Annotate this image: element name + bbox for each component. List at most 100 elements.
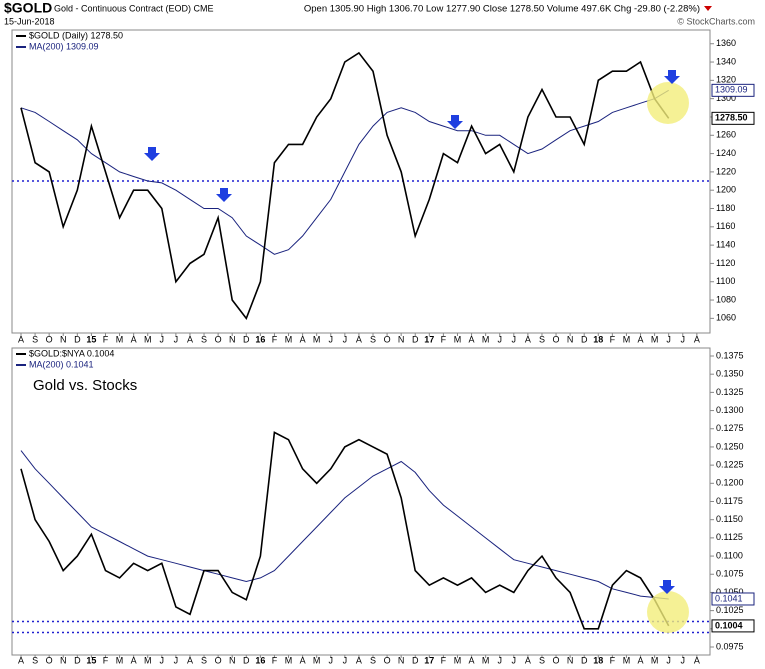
- y-tick-label: 1160: [716, 221, 735, 231]
- x-tick-label: A: [187, 655, 193, 665]
- x-tick-label: A: [300, 655, 306, 665]
- x-tick-label: M: [482, 334, 490, 344]
- y-tick-label: 0.1100: [716, 550, 743, 560]
- x-tick-label: A: [694, 334, 700, 344]
- x-tick-label: M: [285, 334, 293, 344]
- y-tick-label: 1140: [716, 239, 735, 249]
- x-tick-label: M: [651, 655, 659, 665]
- y-tick-label: 1240: [716, 148, 736, 158]
- x-tick-label: M: [454, 334, 462, 344]
- y-tick-label: 1200: [716, 185, 736, 195]
- symbol: $GOLD: [4, 0, 52, 16]
- x-tick-label: 17: [424, 334, 434, 344]
- series-line: [20, 431, 670, 630]
- x-tick-label: N: [60, 655, 67, 665]
- x-tick-label: J: [329, 334, 334, 344]
- x-tick-label: J: [343, 334, 348, 344]
- y-tick-label: 0.1275: [716, 423, 744, 433]
- y-tick-label: 0.1175: [716, 496, 743, 506]
- end-label: 1309.09: [715, 85, 748, 95]
- x-tick-label: D: [581, 655, 588, 665]
- x-tick-label: N: [398, 655, 405, 665]
- x-tick-label: M: [454, 655, 462, 665]
- arrow: [659, 580, 675, 594]
- x-tick-label: A: [525, 655, 531, 665]
- arrow: [144, 147, 160, 161]
- end-label-box: [711, 111, 755, 125]
- arrows: [144, 70, 680, 594]
- x-tick-label: F: [272, 334, 278, 344]
- x-tick-label: S: [32, 334, 38, 344]
- x-tick-label: J: [329, 655, 334, 665]
- x-tick-label: A: [18, 655, 24, 665]
- instrument-name: Gold - Continuous Contract (EOD) CME: [54, 3, 214, 13]
- x-tick-label: J: [174, 334, 179, 344]
- y-tick-label: 1340: [716, 56, 736, 66]
- y-tick-label: 0.1150: [716, 514, 743, 524]
- x-tick-label: A: [638, 655, 644, 665]
- x-tick-label: S: [539, 655, 545, 665]
- x-tick-label: S: [370, 334, 376, 344]
- legend-label: MA(200) 1309.09: [29, 41, 99, 51]
- x-tick-label: N: [60, 334, 67, 344]
- end-label-box: [711, 619, 755, 633]
- legend-label: MA(200) 0.1041: [29, 359, 94, 369]
- x-tick-label: M: [623, 655, 631, 665]
- x-tick-label: J: [174, 655, 179, 665]
- x-tick-label: A: [638, 334, 644, 344]
- x-tick-label: J: [666, 334, 671, 344]
- y-tick-label: 0.1125: [716, 532, 743, 542]
- x-tick-label: J: [681, 334, 686, 344]
- down-triangle: [704, 6, 712, 11]
- y-tick-label: 0.1300: [716, 405, 744, 415]
- x-tick-label: F: [441, 655, 447, 665]
- x-tick-label: M: [285, 655, 293, 665]
- x-tick-label: A: [131, 334, 137, 344]
- arrow: [664, 70, 680, 84]
- x-tick-label: O: [46, 334, 53, 344]
- x-tick-label: N: [567, 655, 574, 665]
- x-tick-label: M: [623, 334, 631, 344]
- x-tick-label: A: [469, 334, 475, 344]
- end-label: 0.1004: [715, 620, 743, 630]
- legend-label: $GOLD:$NYA 0.1004: [29, 348, 114, 358]
- series-line: [20, 51, 670, 321]
- y-tick-label: 1220: [716, 166, 736, 176]
- y-tick-label: 1360: [716, 38, 736, 48]
- x-tick-label: A: [300, 334, 306, 344]
- end-label: 0.1041: [715, 593, 743, 603]
- x-tick-label: D: [243, 334, 250, 344]
- x-tick-label: N: [398, 334, 405, 344]
- x-tick-label: J: [512, 334, 517, 344]
- highlight: [647, 591, 689, 633]
- y-tick-label: 0.1050: [716, 587, 744, 597]
- y-tick-label: 1060: [716, 313, 736, 323]
- x-tick-label: O: [46, 655, 53, 665]
- y-tick-label: 1080: [716, 294, 736, 304]
- source: © StockCharts.com: [677, 16, 755, 26]
- x-tick-label: J: [497, 334, 502, 344]
- y-tick-label: 0.1025: [716, 605, 744, 615]
- x-tick-label: A: [18, 334, 24, 344]
- x-tick-label: S: [370, 655, 376, 665]
- y-tick-label: 0.0975: [716, 641, 744, 651]
- x-tick-label: J: [343, 655, 348, 665]
- y-tick-label: 0.1225: [716, 460, 744, 470]
- x-tick-label: 16: [255, 655, 265, 665]
- x-tick-label: J: [681, 655, 686, 665]
- x-tick-label: M: [651, 334, 659, 344]
- x-tick-label: 18: [593, 334, 603, 344]
- arrow: [447, 115, 463, 129]
- x-tick-label: J: [497, 655, 502, 665]
- x-tick-label: 16: [255, 334, 265, 344]
- date: 15-Jun-2018: [4, 16, 55, 26]
- x-tick-label: A: [356, 655, 362, 665]
- x-tick-label: F: [441, 334, 447, 344]
- x-tick-label: M: [144, 334, 152, 344]
- x-tick-label: O: [215, 334, 222, 344]
- x-tick-label: N: [567, 334, 574, 344]
- x-tick-label: O: [384, 655, 391, 665]
- end-label-box: [711, 592, 755, 606]
- x-tick-label: D: [412, 334, 419, 344]
- x-tick-label: 17: [424, 655, 434, 665]
